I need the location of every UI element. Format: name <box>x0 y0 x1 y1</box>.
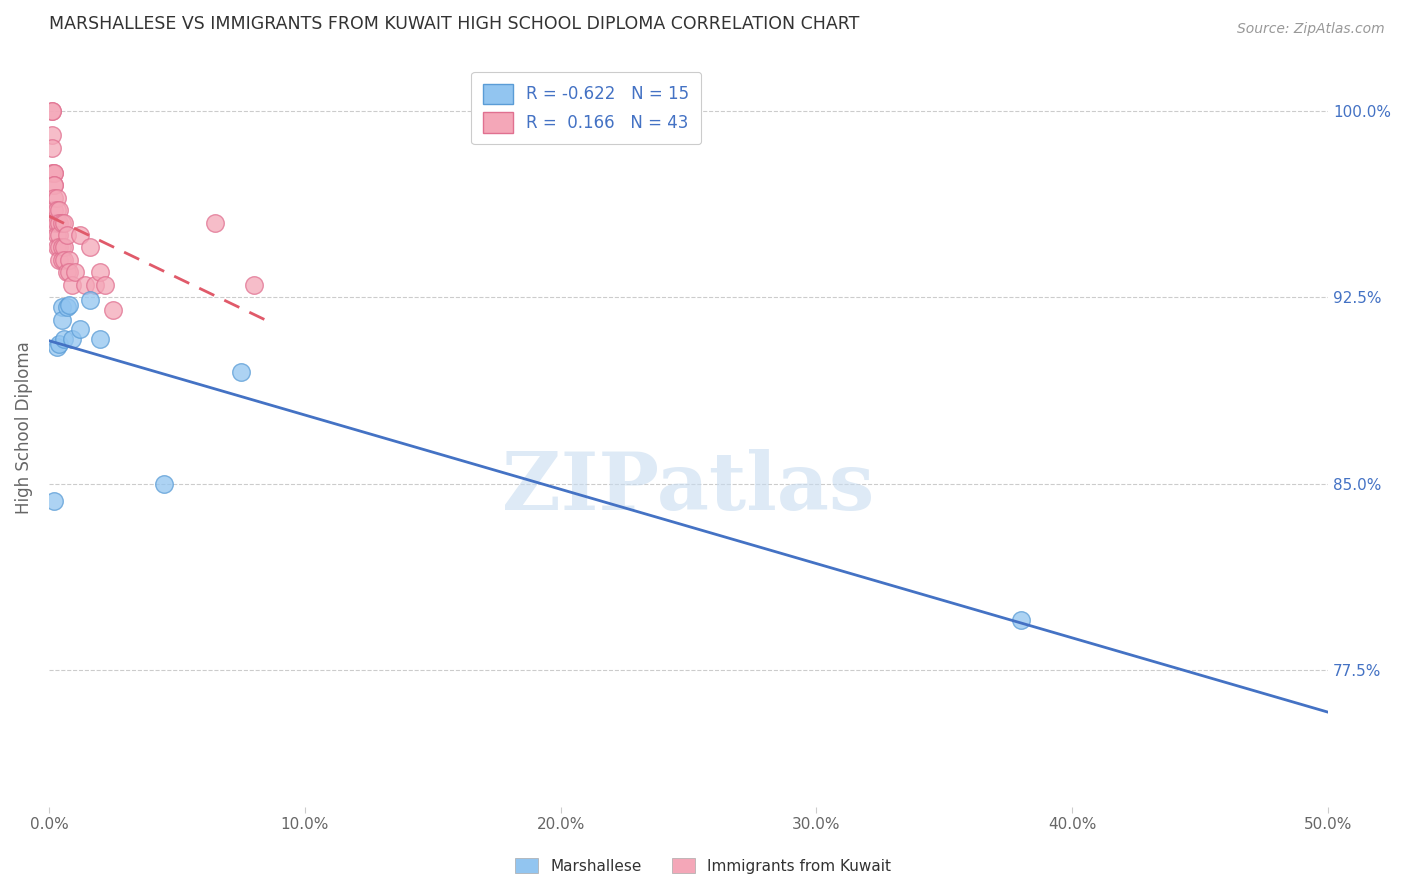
Point <box>94 277 117 292</box>
Point <box>41 166 63 180</box>
Point <box>56 265 79 279</box>
Text: MARSHALLESE VS IMMIGRANTS FROM KUWAIT HIGH SCHOOL DIPLOMA CORRELATION CHART: MARSHALLESE VS IMMIGRANTS FROM KUWAIT HI… <box>49 15 859 33</box>
Point <box>48 215 70 229</box>
Point <box>45 191 67 205</box>
Point <box>45 215 67 229</box>
Point <box>42 166 65 180</box>
Point <box>69 227 91 242</box>
Legend: Marshallese, Immigrants from Kuwait: Marshallese, Immigrants from Kuwait <box>509 852 897 880</box>
Y-axis label: High School Diploma: High School Diploma <box>15 342 32 514</box>
Point <box>42 178 65 193</box>
Point <box>242 277 264 292</box>
Point <box>48 252 70 267</box>
Point <box>41 141 63 155</box>
Point <box>1010 614 1032 628</box>
Point <box>45 203 67 218</box>
Point <box>41 103 63 118</box>
Point <box>84 277 107 292</box>
Legend: R = -0.622   N = 15, R =  0.166   N = 43: R = -0.622 N = 15, R = 0.166 N = 43 <box>471 72 702 145</box>
Point <box>89 265 111 279</box>
Point <box>89 333 111 347</box>
Point <box>56 300 79 314</box>
Point <box>58 297 80 311</box>
Point <box>58 265 80 279</box>
Point <box>51 240 73 254</box>
Point <box>45 340 67 354</box>
Point <box>41 128 63 143</box>
Point <box>48 227 70 242</box>
Point <box>73 277 96 292</box>
Point <box>48 337 70 351</box>
Point <box>45 227 67 242</box>
Point <box>79 293 101 307</box>
Point <box>63 265 86 279</box>
Point <box>153 476 176 491</box>
Point <box>42 166 65 180</box>
Point <box>60 277 83 292</box>
Point <box>42 203 65 218</box>
Point <box>42 215 65 229</box>
Point <box>58 252 80 267</box>
Point <box>69 322 91 336</box>
Point <box>45 240 67 254</box>
Point <box>53 215 76 229</box>
Point <box>42 178 65 193</box>
Point <box>60 333 83 347</box>
Point <box>204 215 226 229</box>
Point <box>51 300 73 314</box>
Point <box>51 215 73 229</box>
Point <box>42 494 65 508</box>
Text: Source: ZipAtlas.com: Source: ZipAtlas.com <box>1237 22 1385 37</box>
Point <box>53 240 76 254</box>
Point <box>51 312 73 326</box>
Point <box>48 240 70 254</box>
Point <box>101 302 124 317</box>
Point <box>42 191 65 205</box>
Text: ZIPatlas: ZIPatlas <box>502 450 875 527</box>
Point <box>229 365 252 379</box>
Point <box>53 252 76 267</box>
Point <box>41 103 63 118</box>
Point <box>79 240 101 254</box>
Point <box>53 333 76 347</box>
Point <box>51 252 73 267</box>
Point <box>56 227 79 242</box>
Point <box>48 203 70 218</box>
